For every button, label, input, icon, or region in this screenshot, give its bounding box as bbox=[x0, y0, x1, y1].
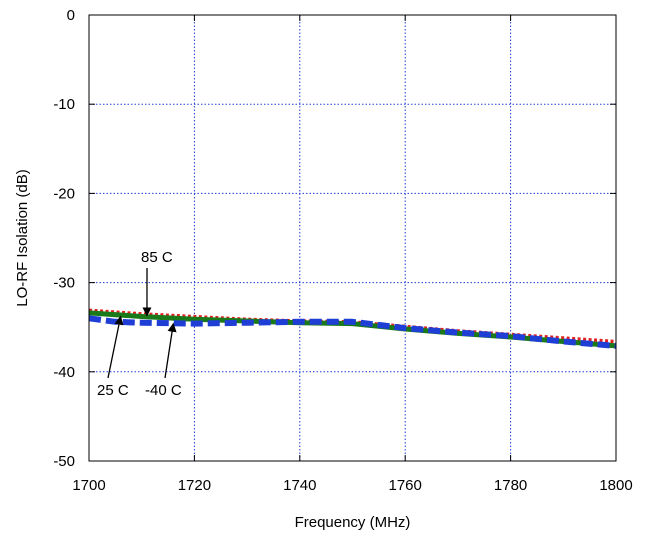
annotation-label-40-c: -40 C bbox=[145, 382, 182, 399]
y-tick-label: -20 bbox=[53, 185, 75, 202]
series-line-40-c bbox=[88, 315, 617, 349]
x-tick-label: 1720 bbox=[178, 477, 211, 494]
annotation-arrow-25-c bbox=[107, 315, 124, 379]
annotation-label-85-c: 85 C bbox=[141, 249, 173, 266]
y-tick-label: -10 bbox=[53, 96, 75, 113]
annotations: 85 C 25 C -40 C bbox=[97, 249, 182, 399]
x-axis-label: Frequency (MHz) bbox=[295, 514, 411, 531]
y-tick-label: -40 bbox=[53, 364, 75, 381]
x-tick-label: 1700 bbox=[72, 477, 105, 494]
y-axis-label: LO-RF Isolation (dB) bbox=[14, 169, 31, 307]
plot-frame bbox=[88, 14, 617, 462]
x-tick-label: 1740 bbox=[283, 477, 316, 494]
x-tick-label: 1780 bbox=[494, 477, 527, 494]
annotation-label-25-c: 25 C bbox=[97, 382, 129, 399]
grid bbox=[89, 15, 616, 461]
y-tick-label: -50 bbox=[53, 453, 75, 470]
y-tick-label: -30 bbox=[53, 275, 75, 292]
x-tick-label: 1760 bbox=[389, 477, 422, 494]
annotation-arrow-40-c bbox=[164, 322, 177, 379]
x-tick-label: 1800 bbox=[599, 477, 632, 494]
ticks: 1700 1720 1740 1760 1780 1800 0 -10 -20 -30 -40 -50 bbox=[53, 7, 632, 494]
y-tick-label: 0 bbox=[67, 7, 75, 24]
series-layer bbox=[88, 308, 617, 349]
